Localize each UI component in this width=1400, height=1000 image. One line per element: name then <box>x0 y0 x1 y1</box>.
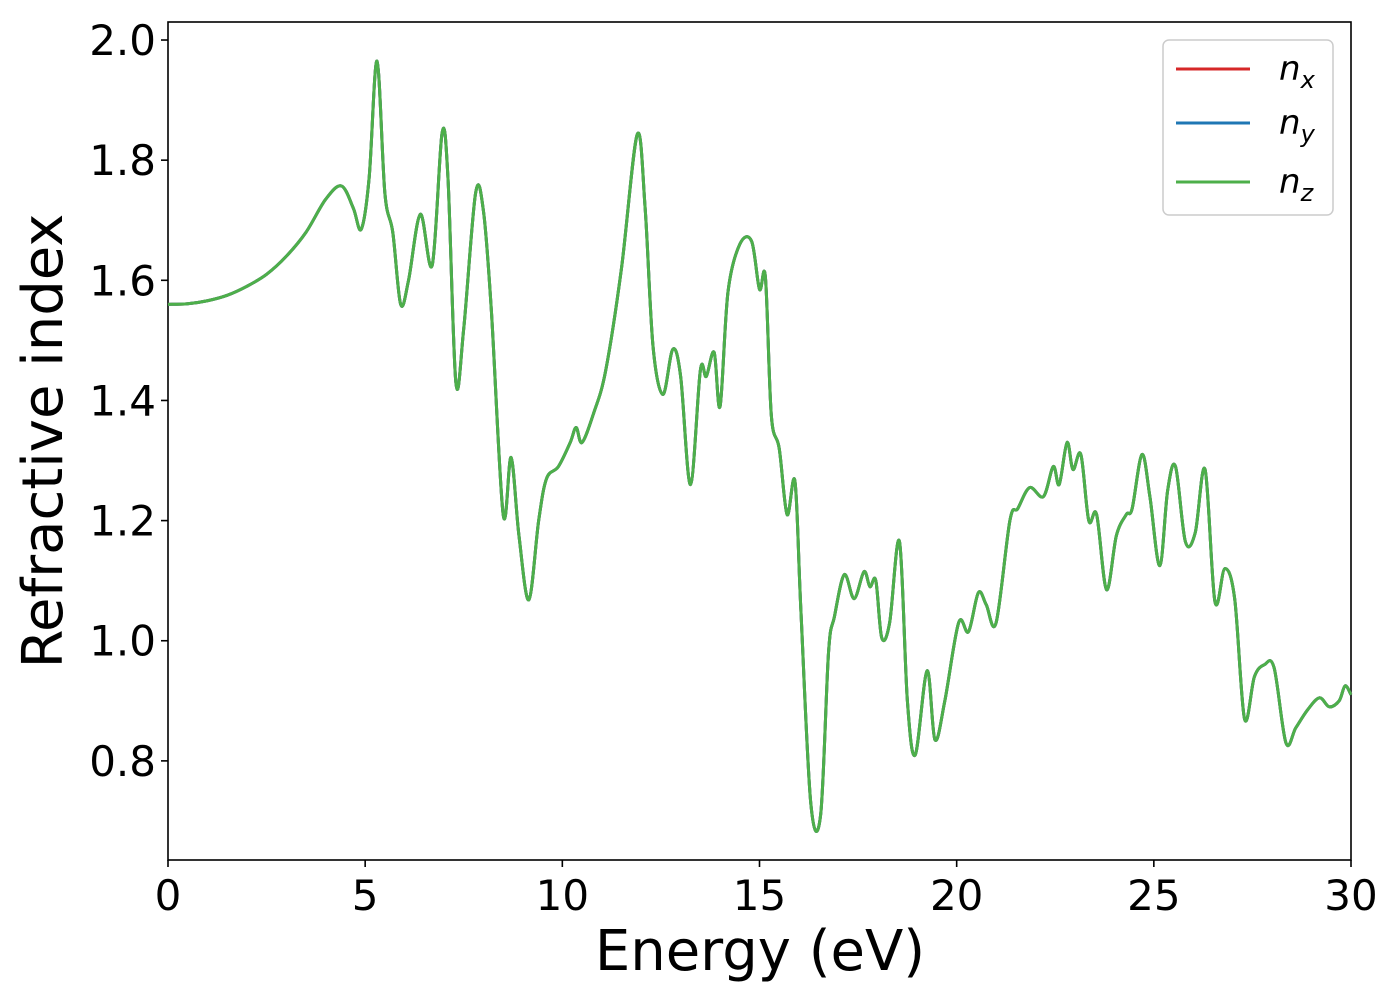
x-axis-ticks: 0 5 10 15 20 25 30 <box>155 860 1378 920</box>
y-tick-label: 1.4 <box>89 376 156 425</box>
series-line-nz <box>167 59 1353 833</box>
legend-label-ny: ny <box>1279 103 1316 148</box>
legend-box <box>1162 39 1334 216</box>
x-tick-label: 15 <box>733 871 786 920</box>
x-tick-label: 25 <box>1127 871 1180 920</box>
x-tick-label: 5 <box>352 871 379 920</box>
y-axis-label: Refractive index <box>11 214 76 669</box>
legend-entry-nz: nz <box>1176 162 1315 207</box>
y-tick-label: 0.8 <box>89 737 156 786</box>
x-tick-label: 10 <box>536 871 589 920</box>
legend-label-nz: nz <box>1279 162 1315 207</box>
legend-label-nx: nx <box>1279 49 1316 94</box>
x-tick-label: 20 <box>930 871 983 920</box>
y-tick-label: 1.8 <box>89 136 156 185</box>
x-tick-label: 30 <box>1324 871 1377 920</box>
y-tick-label: 2.0 <box>89 16 156 65</box>
series-lines <box>167 59 1353 833</box>
x-tick-label: 0 <box>155 871 182 920</box>
legend-entry-nx: nx <box>1176 49 1316 94</box>
legend: nx ny nz <box>1162 39 1334 216</box>
legend-entry-ny: ny <box>1176 103 1316 148</box>
y-tick-label: 1.6 <box>89 256 156 305</box>
y-tick-label: 1.2 <box>89 497 156 546</box>
y-axis-ticks: 0.8 1.0 1.2 1.4 1.6 1.8 2.0 <box>89 16 168 786</box>
y-tick-label: 1.0 <box>89 617 156 666</box>
x-axis-label: Energy (eV) <box>595 919 925 984</box>
